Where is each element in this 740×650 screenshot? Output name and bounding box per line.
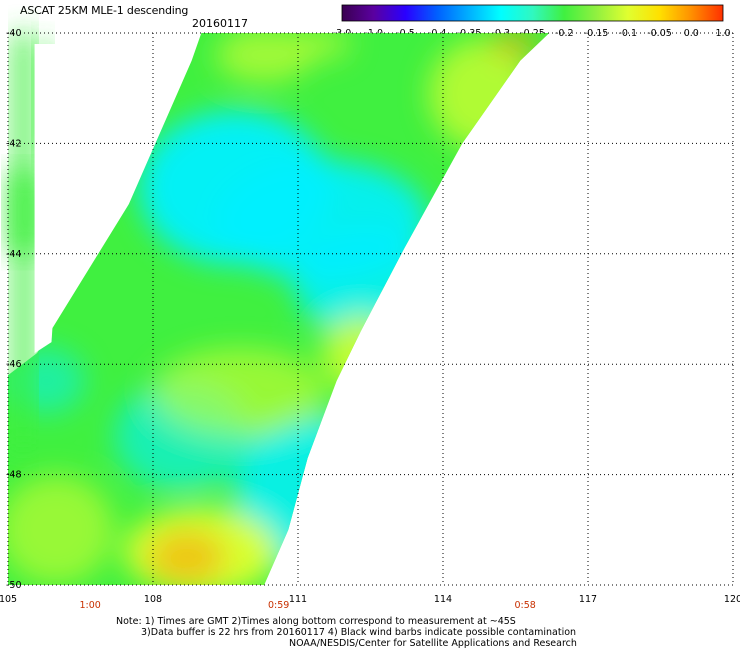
- x-tick-label: 114: [434, 594, 452, 605]
- y-tick-label: -50: [6, 580, 22, 591]
- x-tick-label: 111: [289, 594, 307, 605]
- wind-value-patch: [8, 474, 115, 585]
- wind-value-patch: [360, 336, 429, 436]
- wind-value-patch: [322, 314, 400, 392]
- wind-swath: [8, 33, 550, 585]
- swath-time-label: 1:00: [79, 600, 100, 611]
- wind-value-patch: [153, 347, 327, 436]
- wind-map[interactable]: 105 108 111 114 117 120 -40 -42 -44 -46 -48 -50 1:00…: [0, 0, 740, 612]
- x-tick-label: 120: [724, 594, 740, 605]
- y-tick-label: -40: [6, 28, 22, 39]
- swath-time-label: 0:58: [514, 600, 535, 611]
- map-grid: [7, 32, 734, 586]
- data-gap: [34, 44, 62, 354]
- wind-value-patch: [387, 355, 422, 406]
- y-tick-label: -48: [6, 470, 22, 481]
- note-line-2: 3)Data buffer is 22 hrs from 20160117 4)…: [141, 627, 577, 638]
- colorbar-tick-label: 1.0: [715, 28, 730, 39]
- wind-value-patch: [148, 529, 226, 585]
- wind-value-patch: [215, 33, 313, 83]
- y-tick-label: -44: [6, 249, 22, 260]
- y-tick-label: -46: [6, 359, 22, 370]
- chart-date: 20160117: [192, 17, 248, 30]
- x-tick-label: 108: [144, 594, 162, 605]
- wind-value-patch: [491, 33, 540, 58]
- note-line-3: NOAA/NESDIS/Center for Satellite Applica…: [289, 638, 577, 649]
- y-tick-label: -42: [6, 138, 22, 149]
- wind-value-patch: [293, 33, 352, 61]
- colorbar-tick-label: -0.05: [647, 28, 672, 39]
- chart-title: ASCAT 25KM MLE-1 descending: [20, 4, 189, 17]
- colorbar-tick-label: 0.0: [684, 28, 699, 39]
- x-tick-label: 105: [0, 594, 17, 605]
- x-tick-label: 117: [579, 594, 597, 605]
- swath-time-label: 0:59: [268, 600, 289, 611]
- note-line-1: Note: 1) Times are GMT 2)Times along bot…: [116, 616, 516, 627]
- colorbar-tick-label: -0.1: [618, 28, 637, 39]
- colorbar-gradient: [341, 4, 724, 22]
